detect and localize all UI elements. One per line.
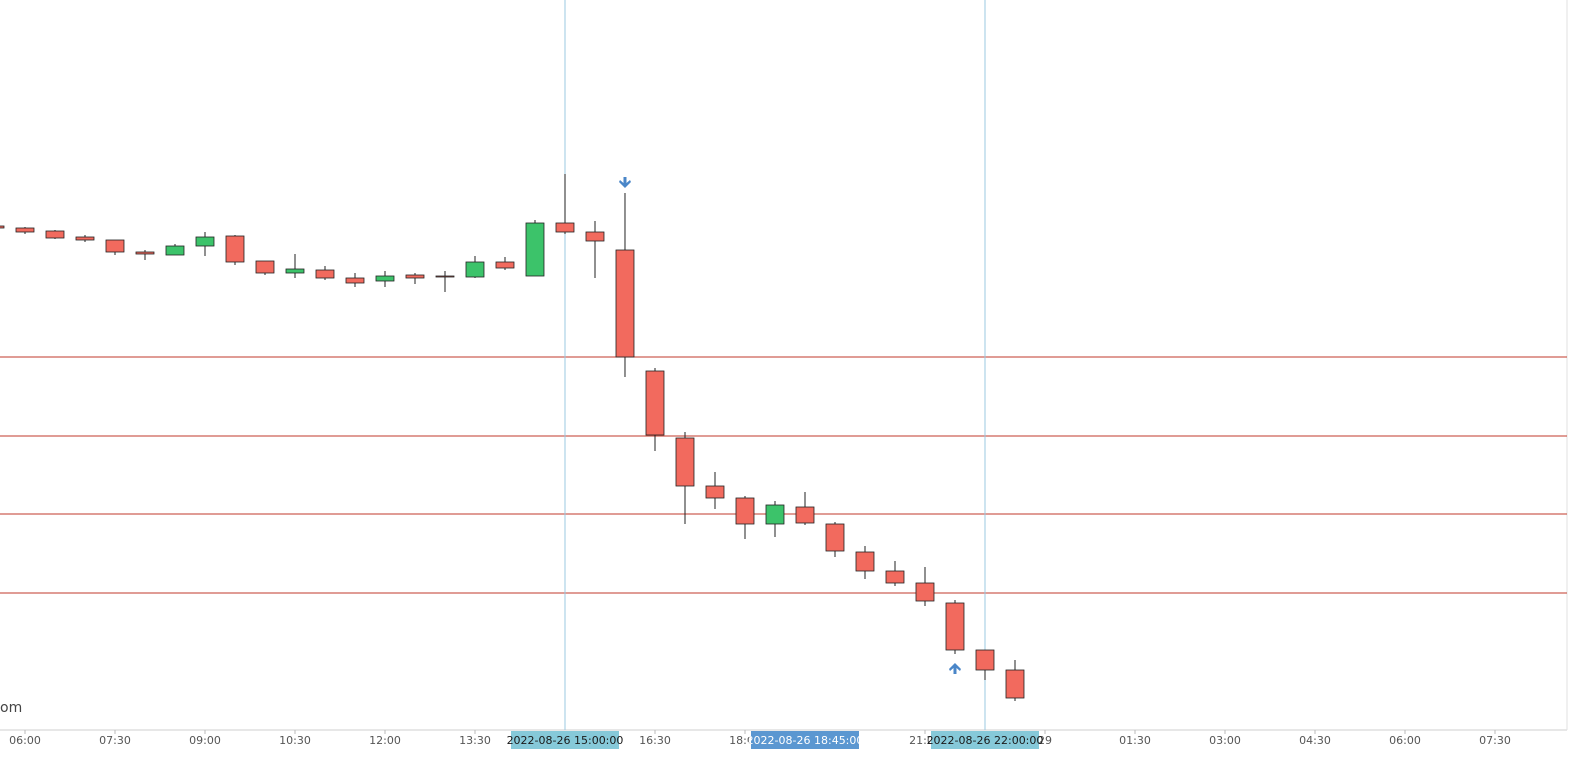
candle-body [525, 222, 545, 277]
candle-body [705, 485, 725, 499]
candle-body [585, 231, 605, 242]
candle-body [345, 277, 365, 284]
candle-body [735, 497, 755, 525]
x-tick-label: 07:30 [99, 734, 131, 747]
candle-body [885, 570, 905, 584]
candle-body [825, 523, 845, 552]
candle-body [435, 275, 455, 278]
candle-body [675, 437, 695, 487]
candle-body [855, 551, 875, 572]
candle-body [0, 225, 5, 229]
x-tick-label: 04:30 [1299, 734, 1331, 747]
x-tick-label: 01:30 [1119, 734, 1151, 747]
candle-body [615, 249, 635, 358]
candle-body [915, 582, 935, 602]
x-tick-label: 06:00 [1389, 734, 1421, 747]
x-tick-label: 09:00 [189, 734, 221, 747]
time-label-box [750, 731, 859, 749]
candle-body [495, 261, 515, 269]
candle-body [285, 268, 305, 274]
x-tick-label: 06:00 [9, 734, 41, 747]
candle-body [1005, 669, 1025, 699]
candle-body [255, 260, 275, 274]
x-tick-label: 13:30 [459, 734, 491, 747]
signal-arrow [618, 177, 631, 188]
x-tick-label: 12:00 [369, 734, 401, 747]
candle-body [225, 235, 245, 263]
x-tick-label: 16:30 [639, 734, 671, 747]
x-tick-label: 03:00 [1209, 734, 1241, 747]
time-label-box [930, 731, 1039, 749]
candle-body [645, 370, 665, 436]
signal-arrow [948, 663, 961, 674]
candle-body [465, 261, 485, 278]
candle-body [945, 602, 965, 651]
candle-body [75, 236, 95, 241]
candle-body [405, 274, 425, 279]
candle-body [45, 230, 65, 239]
candle-body [135, 251, 155, 255]
candle-body [375, 275, 395, 282]
x-tick-label: 29 [1038, 734, 1052, 747]
x-tick-label: 07:30 [1479, 734, 1511, 747]
x-tick-label: 10:30 [279, 734, 311, 747]
candle-body [165, 245, 185, 256]
candle-body [195, 236, 215, 247]
candle-body [15, 227, 35, 233]
candle-body [795, 506, 815, 524]
time-label: 2022-08-26 18:45:00 [747, 734, 864, 747]
candle-body [555, 222, 575, 233]
time-label: 2022-08-26 15:00:00 [507, 734, 624, 747]
time-label-box [510, 731, 619, 749]
time-label: 2022-08-26 22:00:00 [927, 734, 1044, 747]
candle-body [315, 269, 335, 279]
candle-body [105, 239, 125, 253]
candle-body [765, 504, 785, 525]
watermark: om [0, 700, 22, 716]
candle-body [975, 649, 995, 671]
